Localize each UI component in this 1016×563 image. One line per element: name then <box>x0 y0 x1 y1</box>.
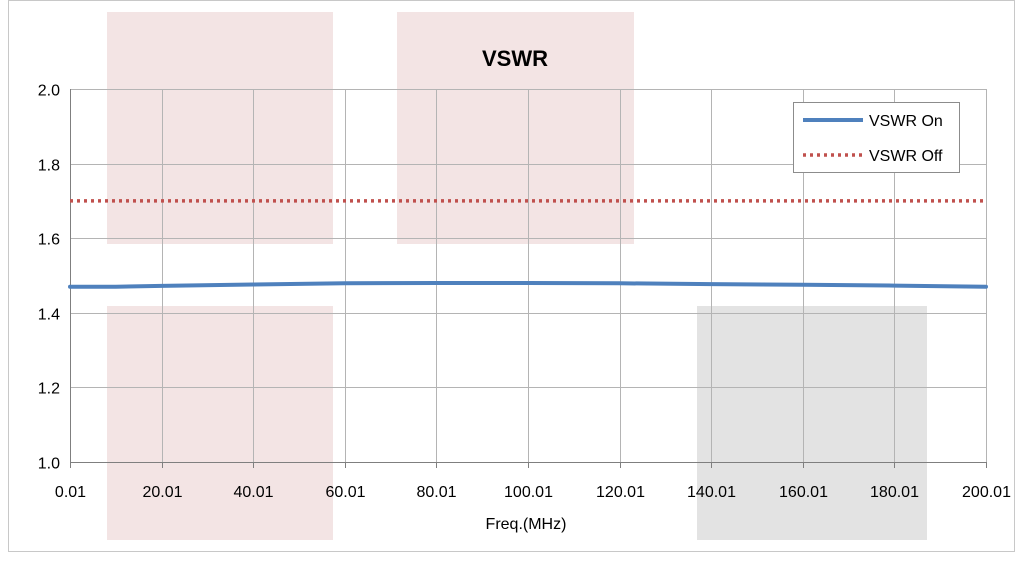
legend: VSWR On VSWR Off <box>793 102 960 173</box>
y-tick-label: 1.0 <box>38 456 60 473</box>
x-tick-label: 120.01 <box>596 484 645 501</box>
background-block <box>107 306 333 540</box>
x-tick-label: 180.01 <box>870 484 919 501</box>
chart-title: VSWR <box>482 46 548 71</box>
x-tick-label: 0.01 <box>55 484 86 501</box>
series-line-vswr-on <box>68 281 988 289</box>
x-tick-label: 100.01 <box>504 484 553 501</box>
y-tick-label: 2.0 <box>38 83 60 100</box>
x-tick-label: 40.01 <box>233 484 273 501</box>
y-tick-label: 1.4 <box>38 307 60 324</box>
legend-label-vswr-on: VSWR On <box>869 113 943 130</box>
background-block <box>107 12 333 244</box>
legend-label-vswr-off: VSWR Off <box>869 148 943 165</box>
x-tick-label: 20.01 <box>142 484 182 501</box>
axes <box>70 89 987 468</box>
y-tick-label: 1.6 <box>38 232 60 249</box>
x-tick-label: 140.01 <box>687 484 736 501</box>
series-layer <box>68 199 988 289</box>
x-tick-label: 200.01 <box>962 484 1011 501</box>
y-tick-label: 1.8 <box>38 158 60 175</box>
x-tick-labels: 0.01 20.01 40.01 60.01 80.01 100.01 120.01 140.… <box>55 484 1011 501</box>
x-tick-label: 80.01 <box>416 484 456 501</box>
background-block <box>697 306 927 540</box>
x-tick-label: 60.01 <box>325 484 365 501</box>
legend-box <box>793 102 960 173</box>
background-blocks <box>107 12 927 540</box>
x-axis-label: Freq.(MHz) <box>486 516 567 533</box>
y-tick-label: 1.2 <box>38 381 60 398</box>
x-tick-label: 160.01 <box>779 484 828 501</box>
y-tick-labels: 1.0 1.2 1.4 1.6 1.8 2.0 <box>38 83 60 473</box>
